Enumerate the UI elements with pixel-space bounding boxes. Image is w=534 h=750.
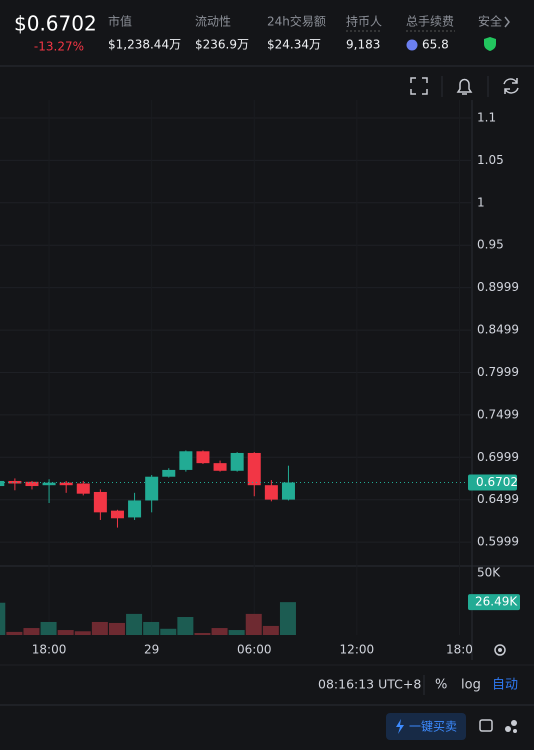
last-volume-label: 26.49K [475,595,518,609]
stat-value: 65.8 [422,38,449,52]
volume-bar [262,625,279,635]
shield-icon [484,37,496,51]
change: -13.27% [34,40,84,54]
refresh-icon[interactable] [503,78,519,94]
alert-icon[interactable] [456,78,473,95]
price: $0.6702 [14,12,97,36]
candle-body [59,482,73,486]
volume-bar [23,628,40,635]
x-tick-label: 06:00 [237,643,272,657]
y-tick-label: 0.6999 [477,450,519,464]
candle-body [264,485,278,500]
volume-bar [211,628,228,635]
dots-icon-c [513,729,517,733]
stat-value: $236.9万 [195,38,249,52]
x-tick-label: 18:00 [32,643,67,657]
auto-toggle[interactable]: 自动 [492,678,518,693]
volume-bar [0,602,6,635]
candle-body [42,482,56,486]
last-volume-box [468,594,520,611]
y-tick-label: 0.5999 [477,535,519,549]
candle-body [8,480,22,484]
volume-tick-label: 50K [477,565,501,579]
last-price-box [468,474,517,491]
stat-label[interactable]: 持币人 [346,14,382,29]
trade-button-label[interactable]: 一键买卖 [409,720,457,734]
trade-button[interactable] [386,713,466,740]
candle-body [145,476,159,501]
volume-bar [143,621,160,635]
candle-body [196,451,210,464]
fullscreen-icon[interactable] [410,77,428,95]
candle-body [110,510,124,519]
volume-bar [160,628,177,635]
volume-bar [40,621,57,635]
candle-body [162,469,176,477]
panel-icon[interactable] [479,719,493,732]
volume-bar [279,602,296,635]
y-tick-label: 1.05 [477,153,504,167]
clock: 08:16:13 UTC+8 [318,677,421,692]
stat-label: 流动性 [195,15,231,29]
y-tick-label: 1 [477,195,485,209]
volume-bar [177,617,194,635]
stat-label[interactable]: 安全 [478,14,502,29]
x-tick-label: 12:00 [340,643,375,657]
volume-bar [74,631,91,635]
stat-value: 9,183 [346,38,380,52]
last-price-label: 0.6702 [476,475,518,489]
candle-body [247,452,261,486]
candle-body [0,480,5,487]
stat-label: 市值 [108,14,132,29]
settings-icon[interactable] [494,644,506,656]
y-tick-label: 0.7999 [477,365,519,379]
candle-body [230,452,244,471]
volume-bar [245,613,262,635]
bolt-icon [396,719,404,734]
stat-label: 24h交易额 [267,14,326,29]
stat-value: $24.34万 [267,38,321,52]
candle-body [179,451,193,470]
y-tick-label: 0.8499 [477,323,519,337]
volume-bar [228,630,245,635]
candle-body [93,491,107,513]
chevron [504,16,510,28]
y-tick-label: 1.1 [477,110,496,124]
candle-body [281,482,295,500]
stat-label[interactable]: 总手续费 [406,15,454,29]
candle-body [128,500,142,518]
log-toggle[interactable]: log [461,678,481,693]
volume-bar [6,631,23,635]
x-tick-label: 29 [144,643,159,657]
y-tick-label: 0.95 [477,238,504,252]
y-tick-label: 0.6499 [477,492,519,506]
volume-bar [194,633,211,635]
y-tick-label: 0.8999 [477,280,519,294]
stat-value: $1,238.44万 [108,38,181,52]
dots-icon-b [511,720,517,726]
volume-bar [91,621,108,635]
y-tick-label: 0.7499 [477,407,519,421]
volume-bar [126,613,143,635]
x-tick-label: 18:0 [446,643,473,657]
candle-body [76,483,90,494]
volume-bar [108,622,125,635]
volume-bar [57,630,74,635]
plot: 1.1 1.05 1 0.95 0.8999 0.8499 0.7999 0.7499 0.69… [0,100,520,657]
eth-icon [406,39,418,51]
candle-body [25,481,39,487]
percent-toggle[interactable]: % [435,678,447,693]
dots-icon[interactable] [505,726,511,732]
settings-icon-dot [498,648,502,652]
candle-body [213,463,227,471]
